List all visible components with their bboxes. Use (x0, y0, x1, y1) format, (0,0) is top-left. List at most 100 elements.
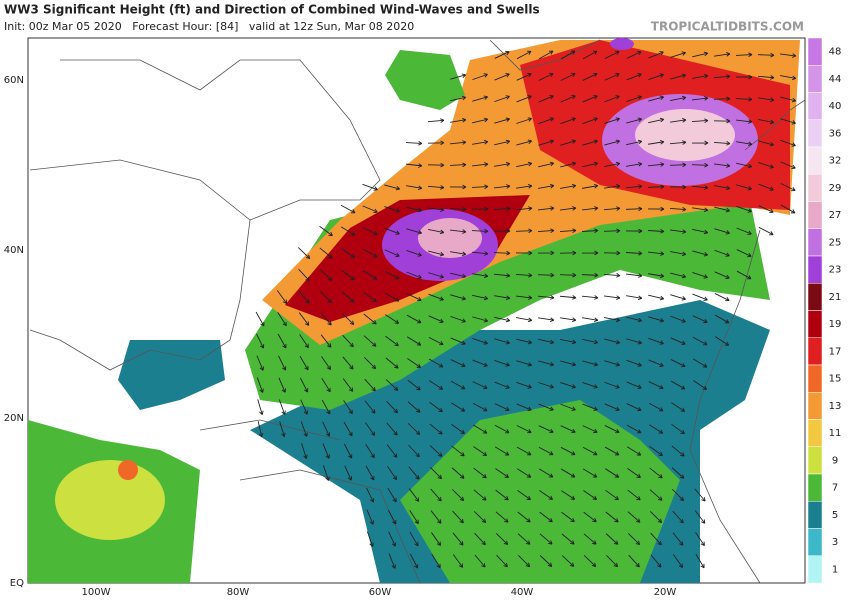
wind-arrow (626, 403, 642, 412)
wind-arrow (649, 446, 663, 457)
wind-arrow (605, 468, 620, 478)
wind-arrow (278, 377, 286, 393)
wind-arrow (648, 381, 664, 390)
wind-arrow (471, 206, 489, 212)
wind-arrow (582, 72, 598, 81)
wind-arrow (342, 378, 354, 392)
wind-arrow (450, 73, 467, 80)
wind-arrow (493, 250, 511, 256)
wind-arrow (648, 337, 664, 345)
colorbar-swatch (807, 92, 823, 120)
wind-arrow (714, 206, 731, 213)
wind-arrow (581, 295, 599, 300)
wind-arrow (560, 403, 576, 411)
wind-arrow (451, 489, 465, 502)
wind-arrow (714, 52, 731, 57)
wind-arrow (495, 511, 509, 523)
wind-arrow (515, 273, 533, 278)
wind-arrow (714, 314, 730, 324)
wind-arrow (408, 488, 420, 502)
colorbar-swatch (807, 255, 823, 284)
wind-arrow (385, 357, 399, 369)
colorbar-label: 25 (829, 237, 842, 248)
wind-arrow (758, 140, 775, 147)
wind-arrow (428, 293, 444, 301)
wind-arrow (472, 402, 488, 412)
wind-arrow (384, 227, 400, 235)
wind-arrow (518, 555, 531, 568)
wind-arrow (362, 183, 378, 191)
wind-arrow (387, 466, 397, 481)
wind-arrow (450, 315, 466, 323)
colorbar-swatch (807, 201, 823, 229)
wind-arrow (406, 228, 423, 235)
wind-arrow (386, 400, 398, 414)
wind-arrow (408, 466, 420, 480)
wind-arrow (364, 378, 376, 392)
wind-arrow (715, 336, 730, 346)
wind-arrow (406, 271, 422, 279)
wind-arrow (780, 118, 796, 125)
wind-arrow (516, 446, 532, 456)
wind-arrow (493, 228, 511, 234)
colorbar-label: 3 (832, 537, 838, 548)
wind-arrow (384, 249, 400, 258)
wind-arrow (604, 317, 621, 323)
wind-arrow (386, 422, 398, 436)
wind-arrow (604, 117, 620, 124)
wind-arrow (648, 251, 665, 256)
region (418, 218, 482, 258)
wind-arrow (450, 117, 467, 123)
wind-arrow (582, 139, 599, 146)
wind-arrow (627, 468, 641, 479)
wind-arrow (538, 95, 554, 103)
wind-arrow (472, 139, 489, 145)
wind-arrow (405, 140, 423, 146)
colorbar-swatch (807, 65, 823, 93)
wind-arrow (780, 139, 796, 147)
wind-arrow (343, 421, 353, 437)
wind-arrow (713, 141, 731, 146)
wind-arrow (472, 316, 489, 323)
wind-arrow (538, 317, 555, 323)
wind-arrow (561, 533, 575, 545)
wind-arrow (538, 161, 555, 168)
colorbar-swatch (807, 555, 823, 584)
wind-arrow (256, 355, 264, 371)
wind-arrow (538, 50, 554, 60)
wind-arrow (695, 553, 705, 569)
wind-arrow (582, 161, 599, 168)
wind-arrow (429, 401, 443, 413)
wind-arrow (409, 510, 419, 525)
wind-arrow (277, 333, 287, 349)
wind-arrow (626, 139, 643, 146)
colorbar-swatch (807, 228, 823, 257)
wind-arrow (299, 334, 309, 349)
wind-arrow (758, 118, 775, 125)
wind-arrow (406, 206, 423, 213)
wind-arrow (648, 73, 664, 80)
wind-arrow (450, 380, 466, 390)
wind-arrow (670, 251, 687, 257)
wind-arrow (472, 73, 488, 81)
wind-arrow (647, 162, 665, 167)
wind-arrow (364, 422, 376, 436)
wind-arrow (560, 139, 576, 146)
colorbar-label: 36 (829, 128, 842, 139)
wind-arrow (735, 52, 753, 58)
wind-arrow (493, 273, 511, 278)
colorbar-swatch (807, 364, 823, 393)
wind-arrow (341, 313, 355, 325)
wind-arrow (606, 555, 619, 568)
wind-arrow (627, 489, 641, 501)
lon-label: 20W (654, 587, 677, 598)
wind-arrow (647, 206, 665, 212)
wind-arrow (362, 205, 378, 213)
wind-arrow (560, 425, 576, 434)
wind-arrow (363, 291, 377, 303)
wind-arrow (494, 403, 510, 412)
wind-arrow (494, 184, 511, 189)
wind-arrow (319, 247, 333, 259)
colorbar-label: 17 (829, 346, 842, 357)
wind-arrow (604, 139, 621, 146)
